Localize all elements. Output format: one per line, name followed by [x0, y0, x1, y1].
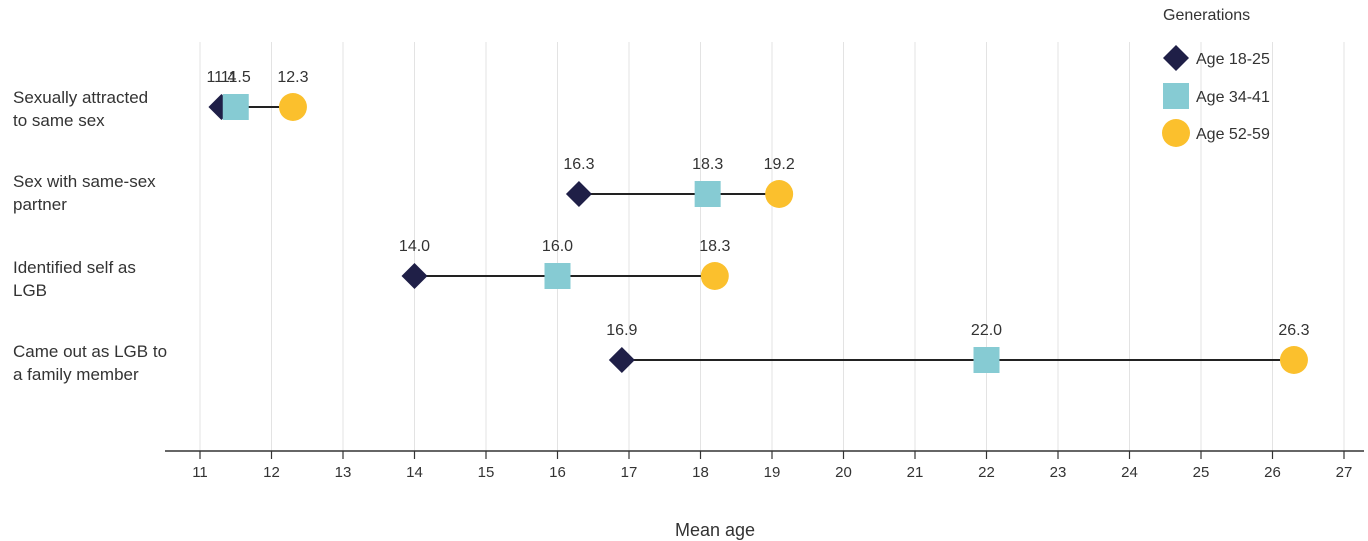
rows: Sexually attracted to same sex 11.411.5 12.… — [13, 69, 1310, 384]
data-point-circle — [278, 93, 307, 121]
x-tick-label: 27 — [1336, 464, 1353, 481]
category-label: Came out as LGB to — [13, 342, 167, 361]
data-point-square — [973, 347, 1000, 373]
category-label: partner — [13, 195, 67, 214]
x-tick-label: 19 — [764, 464, 781, 481]
x-tick-label: 17 — [621, 464, 638, 481]
x-tick-label: 18 — [692, 464, 709, 481]
data-label: 19.2 — [764, 156, 795, 173]
data-point-circle — [1279, 346, 1308, 374]
data-point-diamond — [565, 181, 592, 207]
data-point-diamond — [608, 347, 635, 373]
data-label: 14.0 — [399, 238, 430, 255]
category-label: LGB — [13, 281, 47, 300]
legend-label: Age 52-59 — [1196, 126, 1270, 143]
x-tick-label: 26 — [1264, 464, 1281, 481]
gridlines — [199, 42, 1345, 451]
data-label: 22.0 — [971, 322, 1002, 339]
legend-title: Generations — [1163, 7, 1250, 24]
x-tick-label: 21 — [907, 464, 924, 481]
data-point-diamond — [401, 263, 428, 289]
data-label: 11.4 — [206, 69, 236, 86]
data-label: 12.3 — [277, 69, 308, 86]
data-point-square — [694, 181, 721, 207]
x-tick-label: 15 — [478, 464, 495, 481]
category-label: Identified self as — [13, 258, 136, 277]
x-tick-label: 24 — [1121, 464, 1138, 481]
data-point-square — [544, 263, 571, 289]
data-label: 26.3 — [1278, 322, 1309, 339]
category-label: Sex with same-sex — [13, 172, 156, 191]
legend-marker-diamond — [1163, 45, 1189, 71]
x-tick-label: 16 — [549, 464, 566, 481]
data-point-circle — [700, 262, 729, 290]
x-tick-label: 13 — [335, 464, 352, 481]
data-label: 18.3 — [699, 238, 730, 255]
data-label: 16.0 — [542, 238, 573, 255]
data-label: 18.3 — [692, 156, 723, 173]
data-label: 16.3 — [563, 156, 594, 173]
x-tick-label: 25 — [1193, 464, 1210, 481]
x-tick-label: 11 — [192, 464, 208, 481]
data-point-circle — [765, 180, 794, 208]
legend: Generations Age 18-25 Age 34-41 Age 52-59 — [1162, 7, 1270, 147]
x-tick-label: 14 — [406, 464, 423, 481]
x-tick-label: 20 — [835, 464, 852, 481]
category-label: to same sex — [13, 111, 105, 130]
legend-label: Age 18-25 — [1196, 51, 1270, 68]
x-axis: 11 12 13 14 15 16 17 18 19 20 21 22 23 24 25 26 27 — [165, 450, 1364, 481]
x-tick-label: 22 — [978, 464, 995, 481]
legend-marker-circle — [1162, 119, 1190, 147]
category-label: a family member — [13, 365, 139, 384]
x-tick-label: 12 — [263, 464, 280, 481]
legend-label: Age 34-41 — [1196, 89, 1270, 106]
data-label: 16.9 — [606, 322, 637, 339]
x-tick-label: 23 — [1050, 464, 1067, 481]
data-label: 11.5 — [221, 69, 251, 86]
category-label: Sexually attracted — [13, 88, 148, 107]
legend-marker-square — [1163, 83, 1189, 109]
x-axis-label: Mean age — [675, 520, 755, 540]
data-point-square — [222, 94, 249, 120]
